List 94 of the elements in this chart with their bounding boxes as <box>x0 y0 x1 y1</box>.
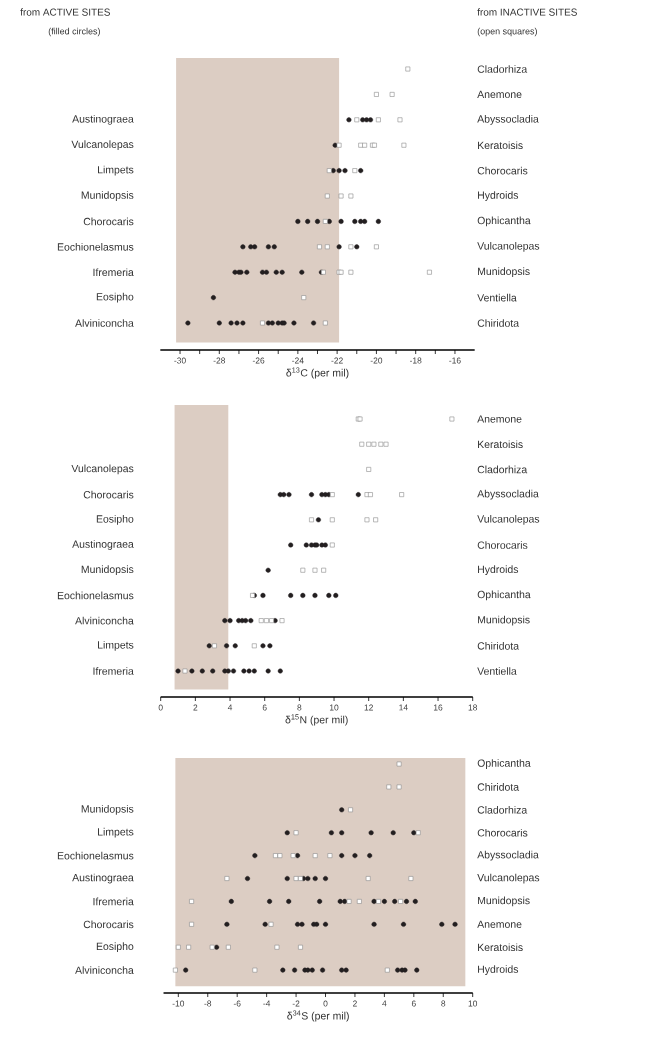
y-tick-label: Chorocaris <box>477 541 528 549</box>
text: from INACTIVE SITES <box>477 8 577 16</box>
y-tick-label: Alviniconcha <box>75 616 134 625</box>
x-tick-label: -20 <box>370 357 383 364</box>
y-tick-label: Austinograea <box>72 540 134 550</box>
y-tick-label: Ophicantha <box>477 759 531 769</box>
y-tick-label: Anemone <box>477 920 522 928</box>
x-tick-label: -24 <box>292 357 304 364</box>
x-tick-label: 6 <box>411 1000 416 1007</box>
x-tick-label: 18 <box>468 704 478 711</box>
y-tick-label: Vulcanolepas <box>477 241 540 252</box>
x-axis-title: δ$^{13}$C (per mil) <box>286 367 349 379</box>
y-tick-label: Anemone <box>477 415 522 423</box>
x-tick-label: -10 <box>172 1000 185 1007</box>
x-tick-label: -2 <box>292 1000 300 1007</box>
y-tick-label: Hydroids <box>478 965 519 975</box>
x-tick-label: -4 <box>263 1000 271 1007</box>
x-tick-label: 4 <box>382 1000 387 1007</box>
y-tick-label: Cladorhiza <box>477 805 528 814</box>
y-tick-label: Limpets <box>98 165 134 176</box>
y-tick-label: Munidopsis <box>478 267 530 278</box>
x-tick-label: 4 <box>227 704 233 711</box>
y-tick-label: Vulcanolepas <box>71 464 134 475</box>
y-tick-label: Alviniconcha <box>75 966 134 974</box>
x-tick-label: 2 <box>353 1000 357 1007</box>
y-tick-label: Munidopsis <box>81 804 134 815</box>
x-tick-label: -28 <box>213 357 226 364</box>
y-tick-label: Vulcanolepas <box>71 140 134 151</box>
x-tick-label: -18 <box>409 357 422 364</box>
y-tick-label: Hydroids <box>478 191 519 201</box>
x-tick-label: 10 <box>329 704 339 711</box>
y-tick-label: Alviniconcha <box>75 319 134 327</box>
x-tick-label: -30 <box>174 357 186 364</box>
y-tick-label: Limpets <box>98 640 134 651</box>
y-tick-label: Ifremeria <box>93 268 134 277</box>
y-tick-label: Munidopsis <box>478 896 530 907</box>
y-tick-label: Chiridota <box>477 319 520 327</box>
x-tick-label: 8 <box>297 704 302 711</box>
x-tick-label: -26 <box>252 357 265 364</box>
y-tick-label: Chorocaris <box>83 490 134 499</box>
y-tick-label: Ventiella <box>477 667 517 675</box>
x-tick-label: 16 <box>433 704 443 711</box>
y-tick-label: Austinograea <box>72 873 134 884</box>
y-tick-label: Hydroids <box>478 565 519 576</box>
x-tick-label: 2 <box>193 704 198 711</box>
x-tick-label: 14 <box>399 704 408 711</box>
text: (filled circles) <box>48 27 100 37</box>
x-tick-label: 8 <box>441 1000 446 1007</box>
text: (open squares) <box>477 27 537 37</box>
y-tick-label: Munidopsis <box>81 191 134 201</box>
y-tick-label: Abyssocladia <box>477 489 539 500</box>
y-tick-label: Eochionelasmus <box>57 591 134 600</box>
y-tick-label: Abyssocladia <box>477 850 539 861</box>
y-tick-label: Eosipho <box>96 292 134 303</box>
x-tick-label: -22 <box>331 357 343 364</box>
x-tick-label: -6 <box>233 1000 241 1007</box>
y-tick-label: Eochionelasmus <box>57 851 134 860</box>
y-tick-label: Eosipho <box>96 942 134 953</box>
y-tick-label: Ophicantha <box>477 216 531 227</box>
x-tick-label: 0 <box>323 1000 328 1007</box>
y-tick-label: Eochionelasmus <box>57 242 134 251</box>
y-tick-label: Abyssocladia <box>477 114 539 125</box>
y-tick-label: Ifremeria <box>93 897 134 906</box>
x-tick-label: 10 <box>468 1000 478 1007</box>
y-tick-label: Chiridota <box>477 641 520 650</box>
text: from ACTIVE SITES <box>20 8 110 16</box>
y-tick-label: Keratoisis <box>478 141 523 150</box>
y-tick-label: Ophicantha <box>477 590 531 601</box>
y-tick-label: Munidopsis <box>81 565 134 576</box>
y-tick-label: Chorocaris <box>477 828 528 837</box>
y-tick-label: Chorocaris <box>83 920 134 929</box>
y-tick-label: Chorocaris <box>83 217 134 226</box>
x-axis-title: δ$^{15}$N (per mil) <box>285 714 348 726</box>
x-tick-label: 6 <box>262 704 267 711</box>
y-tick-label: Limpets <box>98 827 134 838</box>
y-tick-label: Austinograea <box>72 114 134 125</box>
x-tick-label: 12 <box>364 704 373 711</box>
y-tick-label: Vulcanolepas <box>477 873 540 884</box>
y-tick-label: Vulcanolepas <box>477 514 540 525</box>
y-tick-label: Keratoisis <box>478 943 523 952</box>
y-tick-label: Anemone <box>477 90 522 99</box>
y-tick-label: Cladorhiza <box>477 65 528 73</box>
y-tick-label: Eosipho <box>96 514 134 525</box>
x-tick-label: -16 <box>449 357 461 364</box>
x-axis-title: δ$^{34}$S (per mil) <box>287 1010 349 1022</box>
y-tick-label: Chorocaris <box>477 166 528 175</box>
y-tick-label: Ventiella <box>477 293 517 302</box>
x-tick-label: 0 <box>158 704 163 711</box>
y-tick-label: Keratoisis <box>478 440 523 449</box>
y-tick-label: Munidopsis <box>478 615 530 626</box>
y-tick-label: Cladorhiza <box>477 465 528 474</box>
x-tick-label: -8 <box>204 1000 212 1007</box>
y-tick-label: Ifremeria <box>93 667 134 675</box>
y-tick-label: Chiridota <box>477 783 520 791</box>
